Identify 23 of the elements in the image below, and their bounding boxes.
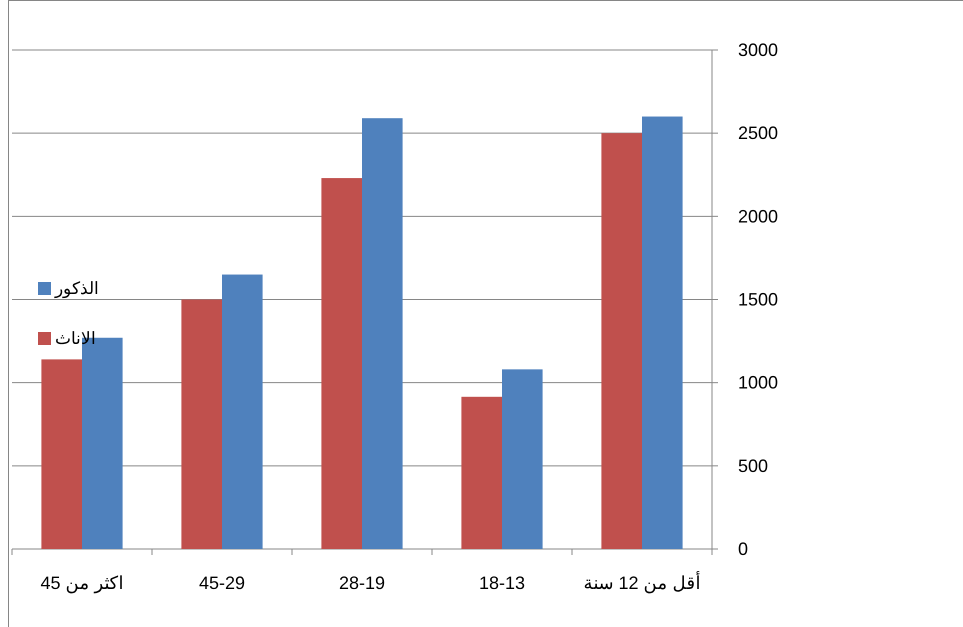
x-tick-label: أقل من 12 سنة [583,571,701,594]
legend-label: الاناث [55,329,96,348]
bar [321,178,362,549]
bar [181,300,222,549]
y-tick-label: 3000 [738,40,778,60]
y-tick-label: 1000 [738,372,778,393]
bar [502,369,543,549]
y-tick-label: 500 [738,456,768,476]
bar [41,359,82,549]
y-tick-label: 2500 [738,123,778,144]
x-tick-label: 18-13 [478,573,526,593]
y-tick-label: 1500 [738,290,778,310]
x-tick-label: اكثر من 45 [40,573,124,594]
y-tick-label: 2000 [738,206,778,226]
x-tick-label: 45-29 [198,573,246,593]
y-tick-label: 0 [738,539,748,559]
bar [222,274,263,549]
bar [461,396,502,549]
legend-label: الذكور [54,279,99,299]
bar [642,116,683,549]
bar [362,118,403,549]
bar [601,133,642,549]
x-tick-label: 28-19 [338,573,386,593]
